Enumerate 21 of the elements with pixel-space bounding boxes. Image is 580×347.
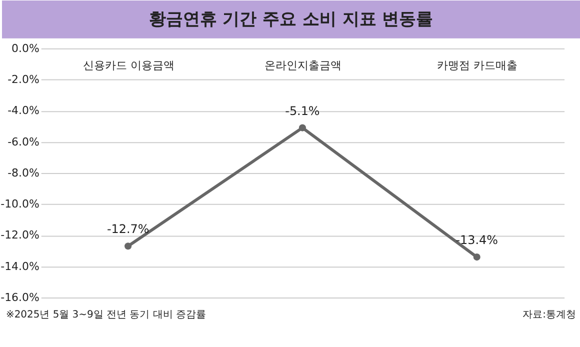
point	[298, 124, 306, 132]
y-tick-label: -14.0%	[0, 260, 40, 273]
data-label: -13.4%	[456, 233, 498, 248]
point	[473, 254, 480, 261]
y-tick-label: -8.0%	[8, 166, 40, 180]
x-tick-label: 온라인지출금액	[264, 58, 342, 72]
text: ※2025년 5월 3~9일 전년 동기 대비 증감률	[6, 309, 206, 320]
chart-title: 황금연휴 기간 주요 소비 지표 변동률	[148, 8, 434, 28]
text: 자료:통계청	[522, 309, 576, 320]
x-tick-label: 카맹점 카드매출	[437, 58, 518, 72]
y-tick-label: -4.0%	[8, 104, 40, 118]
data-label: -12.7%	[106, 222, 150, 236]
y-tick-label: -6.0%	[8, 135, 40, 148]
point	[124, 242, 132, 250]
data-label: -5.1%	[285, 104, 320, 118]
y-tick-label: 0.0%	[12, 42, 40, 55]
y-tick-label: -10.0%	[0, 198, 40, 211]
y-tick-label: -2.0%	[8, 73, 40, 86]
y-tick-label: -12.0%	[0, 228, 40, 242]
y-tick-label: -16.0%	[0, 291, 40, 304]
x-tick-label: 신용카드 이용금액	[82, 58, 174, 72]
